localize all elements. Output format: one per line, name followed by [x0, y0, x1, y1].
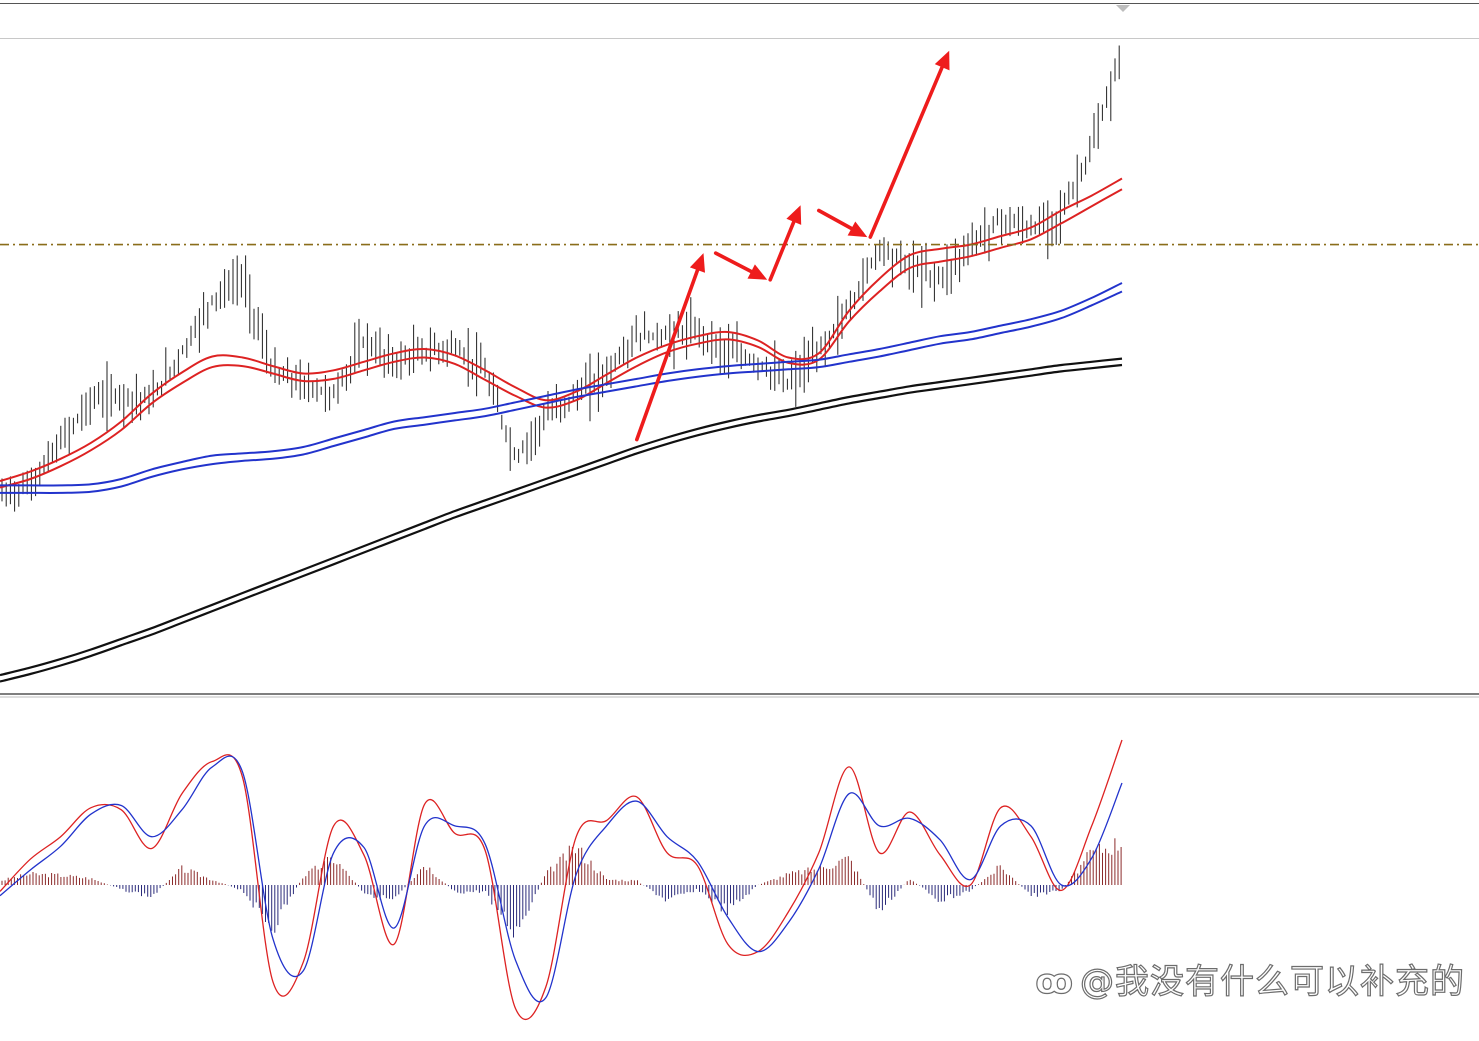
macd-line	[0, 739, 1123, 1021]
trend-arrow[interactable]	[713, 251, 768, 280]
oscillator-panel	[0, 739, 1123, 1021]
moving-average-lines	[0, 177, 1123, 683]
chart-top-strip	[0, 3, 1479, 39]
trend-arrow[interactable]	[868, 50, 950, 239]
signal-line	[0, 755, 1123, 1003]
trend-arrow[interactable]	[768, 205, 802, 282]
trend-arrows	[634, 50, 950, 442]
scroll-marker-icon[interactable]	[1116, 5, 1130, 12]
price-panel	[0, 45, 1479, 683]
trend-arrow[interactable]	[816, 208, 868, 238]
ema-fast-2-line	[0, 188, 1123, 489]
trend-arrow[interactable]	[634, 253, 705, 442]
watermark: ꝏ @我没有什么可以补充的	[1035, 954, 1465, 1003]
ema-mid-1-line	[0, 282, 1123, 487]
weibo-logo-icon: ꝏ	[1035, 961, 1074, 1002]
watermark-text: @我没有什么可以补充的	[1079, 961, 1465, 1002]
ema-mid-2-line	[0, 290, 1123, 494]
ema-slow-2-line	[0, 363, 1123, 683]
ema-slow-1-line	[0, 357, 1123, 677]
oscillator-lines	[0, 739, 1123, 1021]
ema-fast-1-line	[0, 177, 1123, 483]
